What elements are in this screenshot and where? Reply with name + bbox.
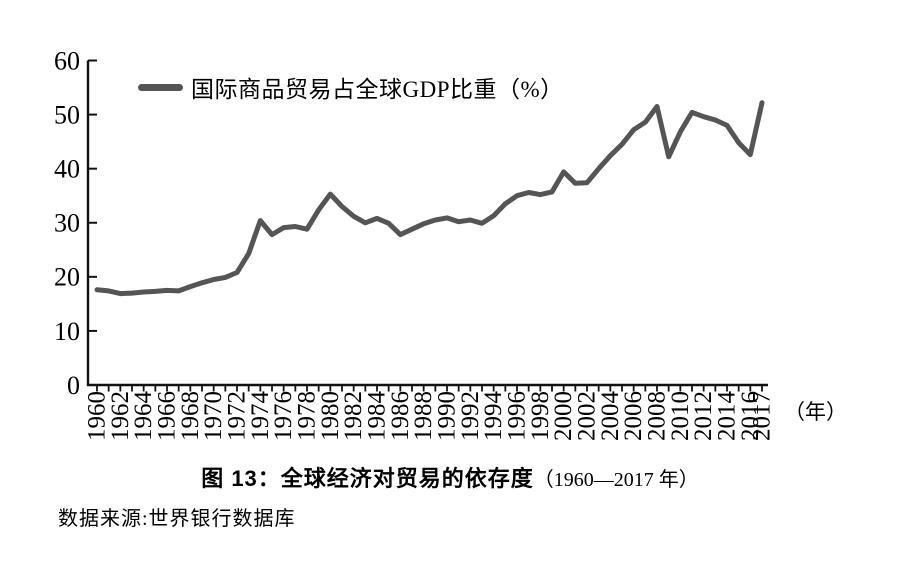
legend-label: 国际商品贸易占全球GDP比重（%） [191,77,564,102]
y-tick-label: 20 [54,263,80,292]
x-tick-label: 2016 [737,391,764,441]
x-tick-label: 2006 [620,391,647,441]
x-tick-label: 1962 [107,391,134,441]
x-tick-label: 1978 [294,391,321,441]
x-tick-label: 1972 [224,391,251,441]
y-tick-label: 30 [54,209,80,238]
x-tick-label: 2017 [749,391,776,441]
x-tick-label: 1992 [457,391,484,441]
x-tick-label: 1986 [387,391,414,441]
x-tick-label: 1968 [177,391,204,441]
x-tick-label: 1988 [410,391,437,441]
x-tick-label: 2012 [690,391,717,441]
y-tick-label: 0 [67,371,80,400]
x-tick-label: 2002 [574,391,601,441]
x-tick-label: 2014 [714,391,741,442]
x-axis-unit-label: （年） [784,400,847,424]
y-tick-label: 40 [54,155,80,184]
x-tick-label: 1990 [434,391,461,441]
y-tick-label: 50 [54,100,80,129]
x-tick-label: 2010 [667,391,694,441]
x-tick-label: 2008 [644,391,671,441]
caption-title: 图 13：全球经济对贸易的依存度 [201,466,534,491]
x-tick-label: 1984 [364,391,391,442]
x-tick-label: 1982 [340,391,367,441]
x-tick-label: 1970 [200,391,227,441]
x-tick-label: 1994 [480,390,507,441]
x-tick-label: 1966 [154,391,181,441]
x-tick-label: 1980 [317,391,344,441]
x-tick-label: 1974 [247,391,274,442]
figure-caption: 图 13：全球经济对贸易的依存度（1960—2017 年） [0,461,900,493]
x-tick-label: 2004 [597,391,624,442]
y-tick-label: 60 [54,46,80,75]
x-tick-label: 1960 [84,391,111,441]
x-tick-label: 1996 [504,391,531,441]
trade-share-of-gdp-line [94,100,765,297]
x-tick-label: 1976 [270,391,297,441]
legend-line-sample [138,83,183,91]
y-tick-label: 10 [54,317,80,346]
x-tick-label: 1998 [527,391,554,441]
chart-legend: 国际商品贸易占全球GDP比重（%） [138,73,564,102]
x-tick-label: 1964 [130,391,157,442]
caption-range: （1960—2017 年） [533,469,699,491]
data-source-note: 数据来源:世界银行数据库 [58,508,296,530]
x-tick-label: 2000 [550,391,577,441]
